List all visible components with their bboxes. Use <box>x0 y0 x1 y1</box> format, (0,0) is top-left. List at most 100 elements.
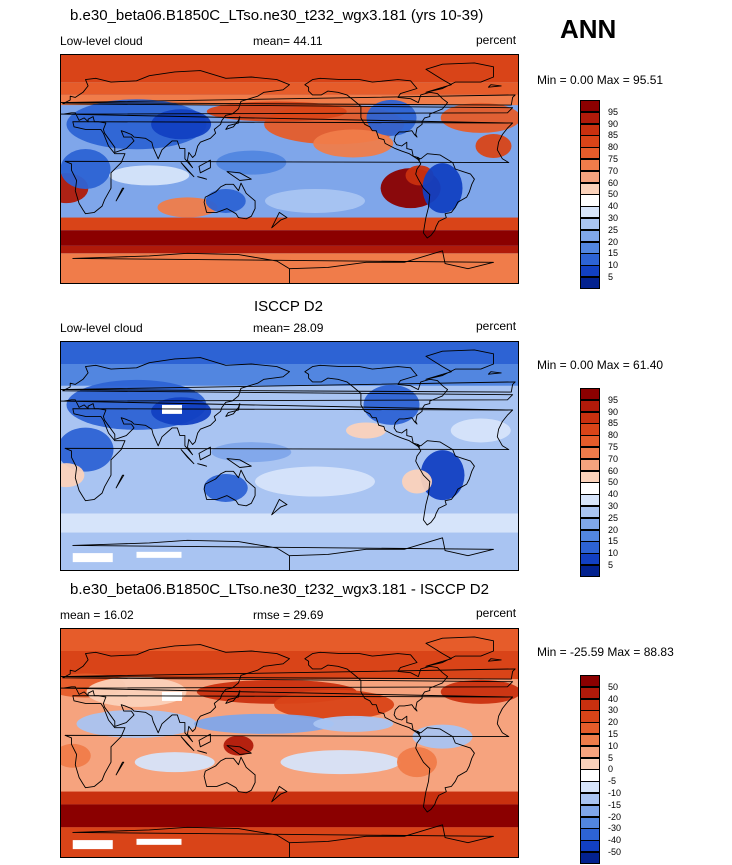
contour-region <box>60 463 85 488</box>
coastline <box>425 62 494 93</box>
colorbar-swatch <box>580 816 600 829</box>
colorbar-swatch <box>580 757 600 770</box>
contour-region <box>265 188 365 213</box>
contour-region <box>440 679 519 704</box>
contour-region <box>402 469 432 494</box>
contour-region <box>194 713 334 734</box>
colorbar-tick-label: 15 <box>608 536 619 547</box>
colorbar-swatch <box>580 206 600 219</box>
contour-band <box>60 245 519 254</box>
colorbar-swatch <box>580 100 600 113</box>
colorbar-tick-label: 85 <box>608 418 619 429</box>
colorbar-swatch <box>580 265 600 278</box>
contour-region <box>211 442 292 463</box>
contour-region <box>366 99 417 136</box>
coastline <box>415 153 475 239</box>
coastline <box>60 94 516 106</box>
panel-1-colorbar: 95 90 85 80 75 70 60 50 40 30 25 20 15 10 5 <box>580 100 618 290</box>
colorbar-swatch <box>580 722 600 735</box>
colorbar-swatch <box>580 435 600 448</box>
colorbar-tick-label: 50 <box>608 681 619 692</box>
coastline <box>226 745 252 755</box>
colorbar-tick-label: 20 <box>608 236 619 247</box>
coastline <box>271 498 288 516</box>
contour-region <box>76 709 197 738</box>
coastline <box>180 449 195 465</box>
colorbar-swatch <box>580 482 600 495</box>
coastline <box>60 70 514 169</box>
colorbar-tick-label: 20 <box>608 524 619 535</box>
colorbar-swatch <box>580 159 600 172</box>
colorbar-swatch <box>580 458 600 472</box>
contour-band <box>60 217 519 231</box>
coastline <box>72 537 494 571</box>
panel-3-map <box>60 628 519 858</box>
contour-region <box>206 101 347 122</box>
contour-band <box>60 791 519 805</box>
colorbar-tick-label: 10 <box>608 740 619 751</box>
contour-region <box>216 150 287 175</box>
coastline <box>72 824 494 858</box>
coastline <box>197 176 208 180</box>
contour-region <box>422 163 463 214</box>
colorbar-tick-label: -15 <box>608 799 622 810</box>
colorbar-swatch <box>580 253 600 266</box>
coastline <box>197 750 208 754</box>
colorbar-swatch <box>580 565 600 578</box>
coastline <box>203 469 256 507</box>
colorbar-tick-label: 5 <box>608 272 614 282</box>
colorbar-tick-label: 60 <box>608 465 619 476</box>
colorbar-tick-label: 15 <box>608 729 619 739</box>
missing-data-region <box>72 840 113 850</box>
coastline <box>487 84 502 88</box>
contour-region <box>363 384 420 425</box>
contour-region <box>440 102 519 133</box>
panel-2-map <box>60 341 519 571</box>
coastline <box>60 357 514 456</box>
panel-3-units-label: percent <box>476 606 517 620</box>
colorbar-swatch <box>580 399 600 413</box>
coastline <box>115 761 125 776</box>
colorbar-tick-label: 60 <box>608 177 619 188</box>
coastline <box>425 349 494 380</box>
colorbar-swatch <box>580 423 600 436</box>
contour-region <box>134 752 215 773</box>
coastline <box>225 116 241 130</box>
contour-region <box>313 715 394 732</box>
colorbar-tick-label: -50 <box>608 847 622 857</box>
contour-band <box>60 94 519 106</box>
colorbar-tick-label: 80 <box>608 142 619 153</box>
coastline <box>226 171 252 181</box>
contour-region <box>60 149 111 189</box>
panel-3-title: b.e30_beta06.B1850C_LTso.ne30_t232_wgx3.… <box>70 581 489 598</box>
coastline <box>60 668 516 680</box>
colorbar-tick-label: 30 <box>608 213 619 223</box>
panel-2-minmax: Min = 0.00 Max = 61.40 <box>537 358 664 372</box>
contour-band <box>60 513 519 533</box>
colorbar-swatch <box>580 241 600 254</box>
coastline <box>180 162 195 178</box>
colorbar-swatch <box>580 793 600 806</box>
coastline <box>304 651 449 735</box>
panel-3-minmax: Min = -25.59 Max = 88.83 <box>537 645 674 659</box>
colorbar-tick-label: 50 <box>608 477 619 488</box>
colorbar-tick-label: 70 <box>608 165 619 176</box>
colorbar-swatch <box>580 182 600 195</box>
contour-region <box>313 129 394 158</box>
panel-3-rmse-label: rmse = 29.69 <box>253 608 324 622</box>
map-frame <box>60 628 519 858</box>
colorbar-tick-label: 10 <box>608 260 619 271</box>
colorbar-swatch <box>580 745 600 759</box>
coastline <box>198 733 211 748</box>
coastline <box>197 463 208 467</box>
missing-data-region <box>136 551 182 558</box>
colorbar-tick-label: 5 <box>608 560 614 570</box>
contour-region <box>346 422 386 439</box>
contour-region <box>255 466 375 497</box>
colorbar-tick-label: 40 <box>608 201 619 212</box>
colorbar-swatch <box>580 411 600 424</box>
missing-data-region <box>72 553 113 563</box>
coastline <box>487 371 502 375</box>
colorbar-swatch <box>580 135 600 148</box>
coastline <box>415 440 475 526</box>
